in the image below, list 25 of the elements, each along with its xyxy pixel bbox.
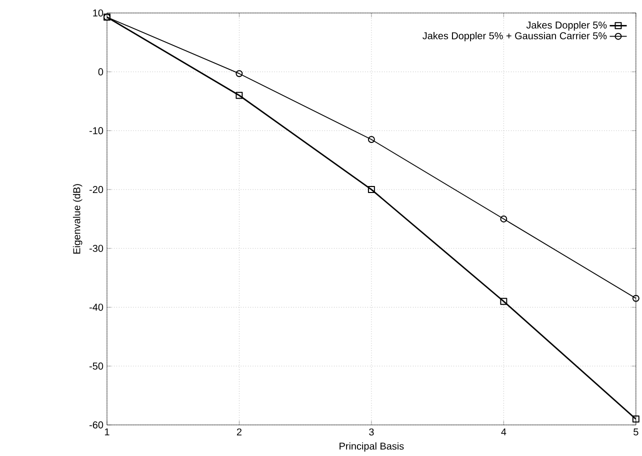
- legend-label: Jakes Doppler 5% + Gaussian Carrier 5%: [422, 32, 607, 42]
- y-tick-label: -30: [90, 244, 104, 252]
- x-tick-label: 5: [634, 428, 638, 436]
- point: [632, 416, 640, 423]
- y-axis-title: Eigenvalue (dB): [72, 184, 82, 254]
- legend-label: Jakes Doppler 5%: [526, 21, 607, 31]
- y-tick-label: 0: [98, 68, 104, 76]
- point: [500, 216, 508, 222]
- y-tick-label: -10: [90, 127, 104, 134]
- x-tick-label: 3: [369, 428, 374, 436]
- x-tick-label: 1: [104, 428, 110, 436]
- y-tick-label: -20: [90, 186, 104, 194]
- y-tick-label: -40: [90, 304, 104, 311]
- x-tick-label: 4: [501, 428, 506, 436]
- point: [368, 136, 375, 144]
- y-tick-label: -60: [90, 421, 104, 428]
- x-tick-label: 2: [236, 428, 242, 436]
- point: [236, 70, 243, 78]
- point: [236, 92, 243, 99]
- y-tick-label: 10: [93, 9, 104, 17]
- point: [632, 294, 640, 302]
- x-axis-title: Principal Basis: [340, 442, 404, 452]
- point: [368, 186, 375, 194]
- point: [500, 298, 508, 305]
- y-tick-label: -50: [90, 362, 104, 370]
